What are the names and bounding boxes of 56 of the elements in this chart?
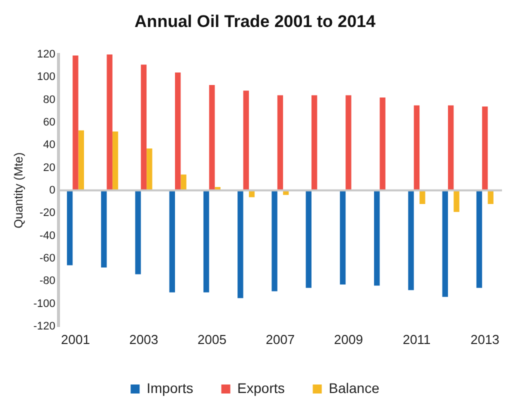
bar — [140, 64, 147, 190]
bar — [374, 190, 380, 286]
y-tick-label: -60 — [40, 252, 56, 264]
bar — [442, 190, 448, 297]
bar — [112, 131, 118, 190]
bar — [78, 130, 84, 190]
bar — [306, 190, 312, 288]
y-axis-title: Quantity (Mte) — [12, 152, 26, 228]
bar — [454, 190, 460, 212]
y-tick-label: 40 — [43, 139, 56, 152]
bar — [482, 106, 488, 190]
y-tick-label: -20 — [40, 207, 56, 220]
bar — [272, 190, 278, 292]
chart-title: Annual Oil Trade 2001 to 2014 — [134, 12, 376, 31]
bar — [146, 148, 152, 190]
bar — [135, 190, 141, 274]
bar — [106, 54, 112, 190]
bar — [180, 174, 186, 190]
y-tick-label: -80 — [40, 275, 56, 288]
bar — [175, 72, 181, 190]
x-tick-label: 2009 — [334, 332, 363, 347]
y-tick-label: 60 — [43, 116, 56, 128]
y-tick-label: 120 — [37, 48, 56, 60]
y-tick-label: 20 — [43, 162, 56, 174]
y-tick-label: 100 — [37, 71, 56, 84]
x-tick-label: 2011 — [402, 332, 431, 347]
x-tick-label: 2005 — [198, 332, 226, 347]
bar — [72, 56, 78, 190]
y-tick-label: -100 — [33, 298, 56, 310]
bar — [448, 105, 454, 190]
bar — [203, 190, 210, 292]
x-tick-label: 2001 — [61, 332, 90, 347]
bar — [346, 95, 352, 190]
bar — [476, 190, 482, 288]
y-tick-label: -40 — [40, 230, 56, 242]
x-tick-label: 2007 — [266, 332, 295, 347]
bar — [340, 190, 346, 284]
legend-label: Balance — [328, 380, 380, 396]
bar — [101, 190, 107, 268]
bar — [238, 190, 244, 298]
bar — [277, 95, 284, 190]
bar — [311, 95, 318, 190]
bar — [209, 85, 215, 190]
y-tick-label: 80 — [43, 94, 56, 106]
legend-label: Imports — [146, 380, 194, 396]
bar — [408, 190, 414, 290]
bar — [414, 105, 420, 190]
legend-label: Exports — [237, 380, 285, 396]
x-tick-label: 2003 — [129, 332, 158, 347]
bar — [380, 97, 386, 190]
bar — [243, 90, 249, 190]
bar — [66, 190, 73, 266]
y-tick-label: -120 — [33, 320, 56, 332]
y-tick-label: 0 — [49, 184, 56, 196]
x-tick-label: 2013 — [470, 332, 500, 347]
bar — [169, 190, 175, 292]
